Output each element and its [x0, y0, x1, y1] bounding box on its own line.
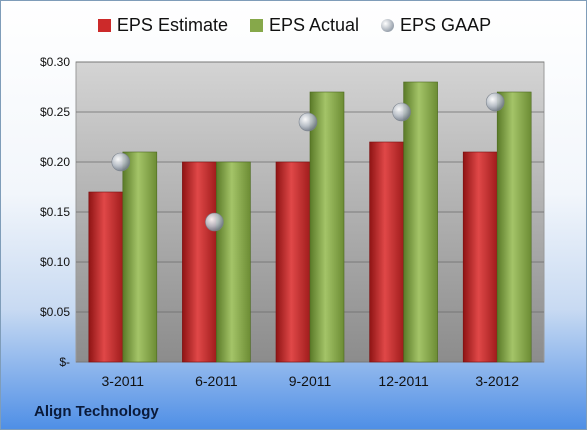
legend-label-gaap: EPS GAAP: [400, 15, 492, 35]
bar-eps-actual: [309, 91, 345, 363]
y-tick-label: $0.05: [40, 305, 70, 319]
bar-eps-estimate: [462, 151, 498, 363]
y-tick-label: $0.15: [40, 205, 70, 219]
y-tick-label: $0.20: [40, 155, 70, 169]
marker-eps-gaap: [485, 92, 505, 112]
y-tick-label: $0.10: [40, 255, 70, 269]
legend: EPS Estimate EPS Actual EPS GAAP: [1, 15, 587, 36]
x-tick-label: 3-2012: [475, 373, 519, 389]
bar-eps-actual: [403, 81, 438, 363]
bar-eps-estimate: [182, 161, 217, 363]
bar-eps-estimate: [275, 161, 311, 363]
bar-eps-actual: [122, 151, 158, 363]
legend-item-gaap: EPS GAAP: [381, 15, 491, 36]
x-tick-label: 9-2011: [289, 373, 332, 389]
y-tick-label: $0.25: [40, 105, 70, 119]
legend-swatch-estimate: [97, 19, 111, 32]
x-tick-label: 6-2011: [195, 373, 238, 389]
marker-eps-gaap: [111, 152, 131, 172]
bar-eps-estimate: [369, 141, 404, 363]
legend-item-actual: EPS Actual: [249, 15, 360, 36]
y-tick-label: $0.30: [40, 55, 70, 69]
y-tick-label: $-: [59, 355, 70, 369]
legend-label-estimate: EPS Estimate: [116, 15, 228, 35]
legend-swatch-actual: [249, 19, 263, 32]
marker-eps-gaap: [205, 212, 224, 232]
legend-label-actual: EPS Actual: [268, 15, 360, 35]
x-tick-label: 12-2011: [378, 373, 429, 389]
marker-eps-gaap: [298, 112, 318, 132]
legend-item-estimate: EPS Estimate: [97, 15, 228, 36]
bar-eps-estimate: [88, 191, 124, 363]
marker-eps-gaap: [392, 102, 411, 122]
company-name: Align Technology: [34, 403, 159, 420]
legend-swatch-gaap: [381, 19, 395, 32]
bar-eps-actual: [496, 91, 532, 363]
x-tick-label: 3-2011: [102, 373, 145, 389]
bar-eps-actual: [216, 161, 251, 363]
